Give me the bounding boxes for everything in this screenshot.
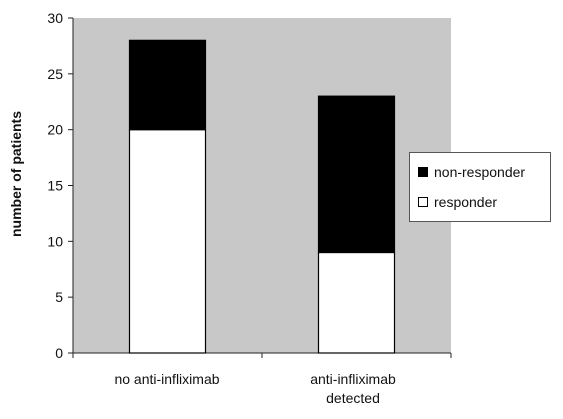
legend-label-non-responder: non-responder (434, 164, 526, 180)
y-tick-label-6: 30 (47, 10, 63, 26)
y-tick-label-2: 10 (47, 233, 63, 249)
bar-responder-0 (128, 129, 207, 354)
legend-swatch-responder (418, 197, 428, 207)
y-tick-label-5: 25 (47, 66, 63, 82)
legend-label-responder: responder (434, 194, 498, 210)
legend-item-responder: responder (418, 194, 497, 210)
y-tick-label-0: 0 (55, 345, 63, 361)
y-tick-label-3: 15 (47, 178, 63, 194)
bar-non-responder-1 (317, 95, 396, 254)
y-axis-label-container: number of patients (4, 54, 28, 294)
x-category-label-0-line-0: no anti-infliximab (114, 371, 220, 387)
y-tick-label-4: 20 (47, 122, 63, 138)
bar-non-responder-0 (128, 39, 207, 131)
x-category-label-0: no anti-infliximab (92, 370, 242, 389)
legend-swatch-non-responder (418, 167, 428, 177)
x-category-label-1-line-0: anti-infliximab (310, 371, 396, 387)
y-tick-label-1: 5 (55, 289, 63, 305)
x-category-label-1: anti-infliximab detected (278, 370, 428, 408)
legend: non-responder responder (409, 152, 551, 222)
legend-item-non-responder: non-responder (418, 164, 525, 180)
y-axis-label: number of patients (8, 110, 25, 238)
x-category-label-1-line-1: detected (326, 390, 380, 406)
bar-responder-1 (317, 251, 396, 354)
